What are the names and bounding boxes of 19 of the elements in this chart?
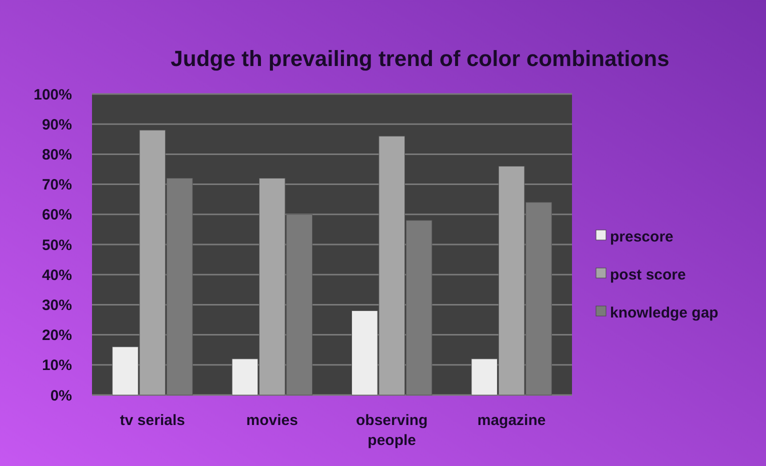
chart-title: Judge th prevailing trend of color combinations <box>170 46 670 71</box>
y-tick-label: 70% <box>42 176 72 194</box>
x-tick-label: tv serials <box>120 412 185 429</box>
x-tick-label: magazine <box>477 412 546 429</box>
y-tick-label: 0% <box>50 387 72 404</box>
y-tick-label: 100% <box>34 86 72 104</box>
legend-label: post score <box>610 266 686 284</box>
y-tick-label: 30% <box>42 296 72 314</box>
y-tick-label: 10% <box>42 357 72 374</box>
x-tick-label: movies <box>246 412 298 429</box>
x-tick-label: observing people <box>356 412 428 449</box>
legend-label: knowledge gap <box>610 304 718 322</box>
y-tick-label: 80% <box>42 146 72 164</box>
y-tick-label: 40% <box>42 266 72 284</box>
y-tick-label: 60% <box>42 206 72 224</box>
y-tick-label: 20% <box>42 327 72 344</box>
legend-label: prescore <box>610 228 674 246</box>
y-tick-label: 90% <box>42 116 72 134</box>
y-tick-label: 50% <box>42 236 72 254</box>
